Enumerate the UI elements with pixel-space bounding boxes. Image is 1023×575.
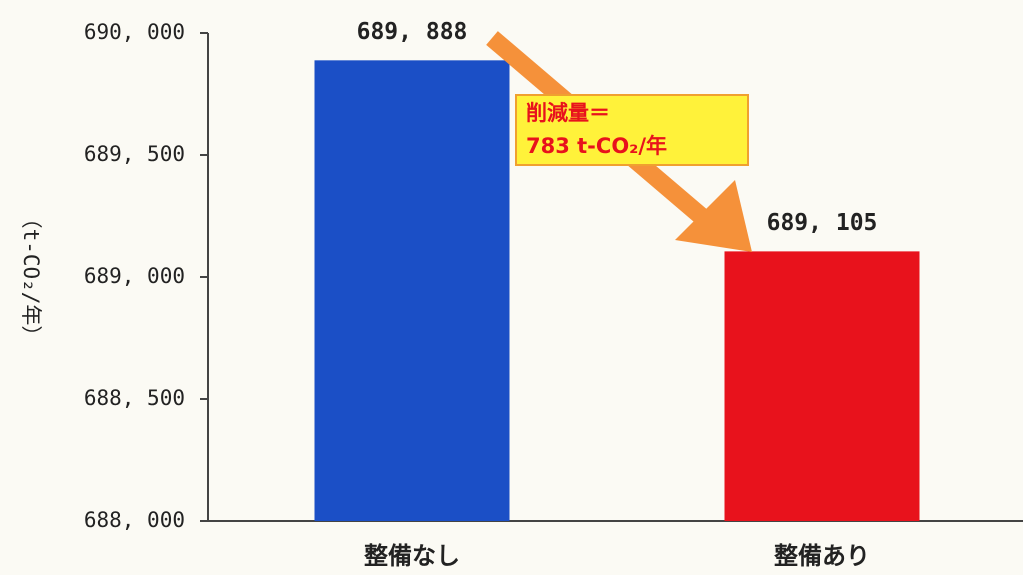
- annotation-box: [515, 94, 749, 166]
- value-label: 689, 105: [767, 210, 878, 236]
- bar: [724, 251, 920, 521]
- y-tick-label: 688, 500: [84, 386, 185, 410]
- y-axis-label: （t-CO₂/年）: [19, 208, 43, 347]
- y-tick-label: 690, 000: [84, 20, 185, 44]
- x-tick-label: 整備なし: [364, 542, 460, 570]
- value-label: 689, 888: [357, 19, 468, 45]
- x-tick-label: 整備あり: [774, 542, 870, 570]
- annotation: 783 t-CO₂/年: [526, 134, 667, 158]
- y-tick-label: 689, 000: [84, 264, 185, 288]
- annotation: 削減量＝: [526, 101, 610, 125]
- y-tick-label: 688, 000: [84, 508, 185, 532]
- arrow-head: [675, 180, 752, 252]
- bar: [314, 60, 510, 521]
- y-tick-label: 689, 500: [84, 142, 185, 166]
